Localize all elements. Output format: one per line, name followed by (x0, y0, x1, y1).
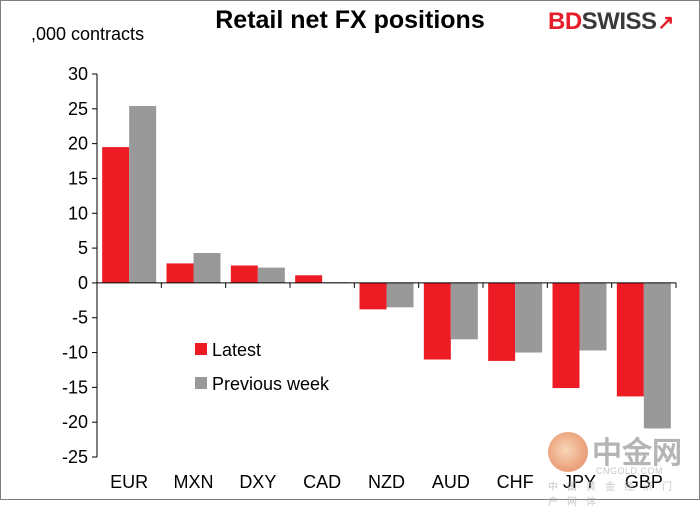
chart-title: Retail net FX positions (215, 6, 485, 34)
bar-latest-dxy (230, 265, 258, 283)
bar-previous-eur (129, 106, 157, 283)
x-category-label: NZD (368, 472, 405, 492)
logo-arrow-icon: ↗ (657, 12, 675, 34)
y-axis: 30 25 20 15 10 5 0 -5 -10 -15 -20 -25 (62, 64, 98, 467)
y-tick-label: 10 (68, 203, 88, 223)
bar-latest-gbp (616, 282, 644, 397)
y-tick-label: 20 (68, 134, 88, 154)
x-category-label: AUD (432, 472, 470, 492)
y-tick-label: -10 (62, 343, 88, 363)
x-category-label: CHF (497, 472, 534, 492)
watermark-sub-text: 中国黄金经济门户网体 (548, 482, 681, 508)
cngold-watermark: 中金网 CNGOLD.COM 中国黄金经济门户网体 (548, 428, 698, 508)
y-tick-label: -25 (62, 447, 88, 467)
bar-previous-chf (515, 282, 543, 353)
y-tick-label: 15 (68, 168, 88, 188)
bar-latest-cad (295, 275, 323, 283)
logo-bd-text: BD (548, 8, 582, 35)
watermark-en-text: CNGOLD.COM (596, 466, 664, 476)
x-axis: EUR MXN DXY CAD NZD AUD CHF JPY GBP (96, 282, 677, 492)
y-tick-label: 25 (68, 99, 88, 119)
legend-swatch-latest (195, 343, 207, 355)
bar-previous-dxy (257, 267, 285, 283)
y-tick-label: -20 (62, 412, 88, 432)
y-tick-label: -5 (72, 308, 88, 328)
bars-group (102, 106, 671, 429)
bar-latest-chf (488, 282, 516, 361)
watermark-cn-text: 中金网 (592, 436, 682, 471)
legend-label-previous: Previous week (212, 374, 330, 394)
legend-label-latest: Latest (212, 340, 261, 360)
bar-previous-mxn (193, 252, 221, 283)
y-unit-label: ,000 contracts (31, 24, 145, 44)
bar-latest-nzd (359, 282, 387, 310)
bar-latest-eur (102, 147, 130, 283)
bar-latest-jpy (552, 282, 580, 389)
bar-latest-mxn (166, 263, 194, 283)
cngold-logo-icon (548, 432, 588, 472)
y-tick-label: 30 (68, 64, 88, 84)
logo-swiss-text: SWISS (581, 8, 657, 35)
bar-previous-gbp (643, 282, 671, 429)
bar-previous-nzd (386, 282, 414, 308)
x-category-label: MXN (174, 472, 214, 492)
x-category-label: JPY (563, 472, 596, 492)
y-tick-label: 5 (78, 238, 88, 258)
x-category-label: GBP (625, 472, 663, 492)
legend-swatch-previous (195, 377, 207, 389)
y-tick-label: -15 (62, 377, 88, 397)
y-tick-label: 0 (78, 273, 88, 293)
bar-previous-jpy (579, 282, 607, 351)
x-category-label: DXY (239, 472, 276, 492)
bdswiss-logo: BDSWISS↗ (548, 8, 674, 36)
legend: Latest Previous week (195, 340, 330, 394)
x-category-label: CAD (303, 472, 341, 492)
bar-previous-aud (450, 282, 478, 340)
bar-latest-aud (423, 282, 451, 360)
x-category-label: EUR (110, 472, 148, 492)
